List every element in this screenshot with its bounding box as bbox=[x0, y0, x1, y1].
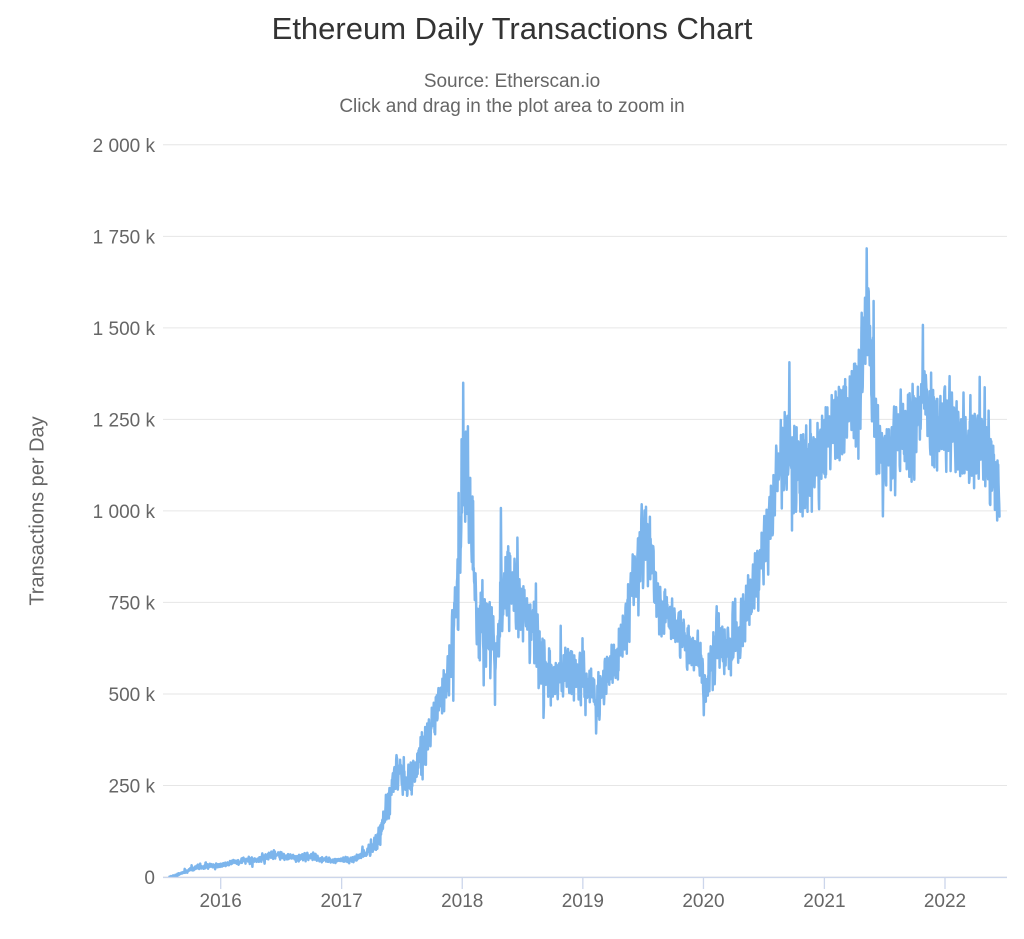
x-tick-label: 2018 bbox=[441, 891, 483, 912]
y-tick-label: 0 bbox=[144, 868, 155, 889]
chart-subtitle-source: Source: Etherscan.io bbox=[423, 71, 601, 92]
chart-subtitle-hint: Click and drag in the plot area to zoom … bbox=[339, 96, 685, 117]
y-tick-label: 2 000 k bbox=[93, 136, 156, 157]
x-tick-label: 2017 bbox=[320, 891, 362, 912]
y-tick-label: 1 750 k bbox=[93, 227, 156, 248]
y-tick-label: 250 k bbox=[109, 776, 156, 797]
y-tick-label: 500 k bbox=[109, 685, 156, 706]
transactions-line-series bbox=[168, 247, 1001, 878]
x-tick-label: 2022 bbox=[924, 891, 966, 912]
x-tick-label: 2021 bbox=[803, 891, 845, 912]
y-tick-label: 1 000 k bbox=[93, 502, 156, 523]
y-tick-label: 1 500 k bbox=[93, 319, 156, 340]
chart-title: Ethereum Daily Transactions Chart bbox=[271, 11, 753, 46]
x-tick-label: 2019 bbox=[562, 891, 604, 912]
x-tick-label: 2016 bbox=[200, 891, 242, 912]
y-tick-label: 750 k bbox=[109, 593, 156, 614]
x-tick-label: 2020 bbox=[682, 891, 724, 912]
y-tick-label: 1 250 k bbox=[93, 410, 156, 431]
plot-area[interactable] bbox=[163, 145, 1007, 877]
